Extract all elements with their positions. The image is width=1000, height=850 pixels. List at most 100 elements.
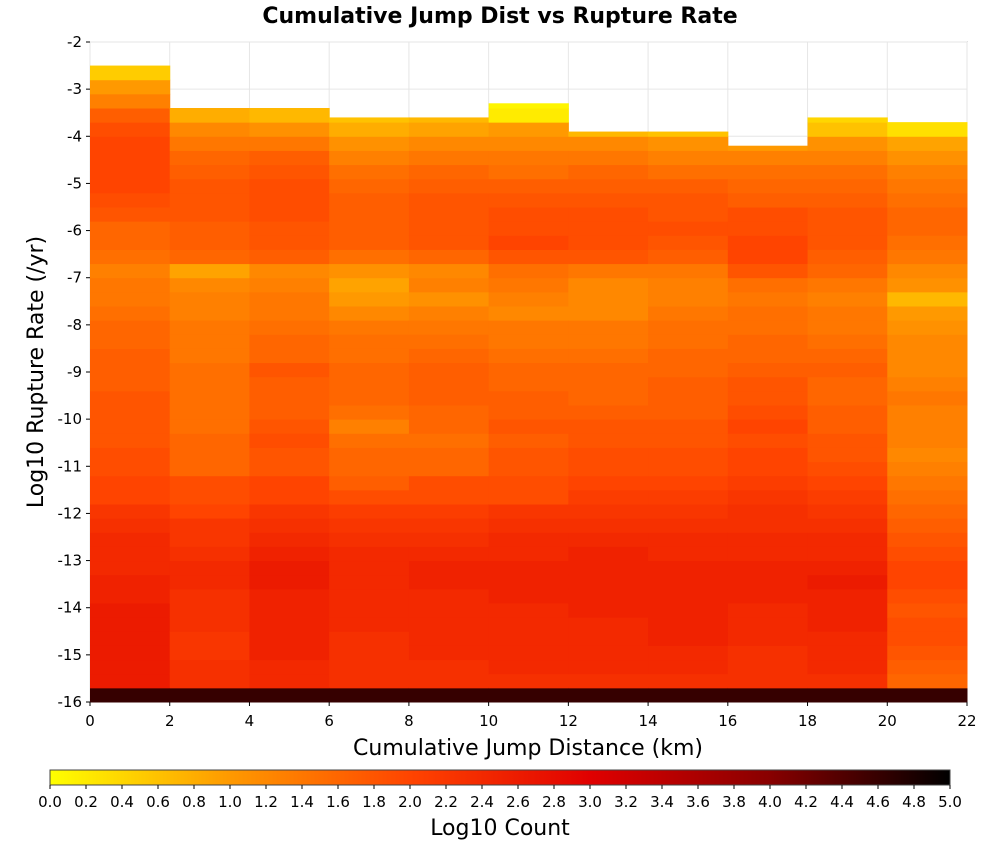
heatmap-cell <box>408 362 490 378</box>
heatmap-cell <box>807 617 888 632</box>
colorbar <box>49 769 951 786</box>
heatmap-cell <box>488 164 569 180</box>
heatmap-cell <box>249 419 330 434</box>
heatmap-cell <box>807 207 888 222</box>
heatmap-cell <box>329 320 410 335</box>
heatmap-cell <box>488 103 569 109</box>
heatmap-cell <box>887 376 968 392</box>
heatmap-cell <box>169 136 250 151</box>
colorbar-tick-label: 2.8 <box>542 793 566 811</box>
heatmap-cell <box>727 617 809 632</box>
heatmap-cell <box>807 376 888 392</box>
colorbar-tick-label: 2.4 <box>470 793 494 811</box>
heatmap-cell <box>887 178 968 194</box>
heatmap-cell <box>408 546 490 562</box>
y-axis-ticks: -2 -3 -4 -5 -6 -7 -8 -9 -10 -11 -12 -13 -14 -15 -16 <box>58 33 90 711</box>
heatmap-cell <box>249 617 330 632</box>
heatmap-cell <box>90 617 171 632</box>
heatmap-cell <box>329 504 410 519</box>
heatmap-cell <box>90 334 171 349</box>
y-tick-label: -7 <box>67 269 82 287</box>
colorbar-ticks: 0.0 0.2 0.4 0.6 0.8 1.0 1.2 1.4 1.6 1.8 2.0 2.2 2.4 2… <box>38 785 962 811</box>
heatmap-cell <box>488 631 569 646</box>
heatmap-cell <box>169 122 250 137</box>
heatmap-cell <box>488 306 569 321</box>
heatmap-cell <box>408 433 490 448</box>
heatmap-cell <box>329 603 410 618</box>
heatmap-cell <box>648 673 729 689</box>
heatmap-cell <box>648 249 729 265</box>
heatmap-cell <box>249 108 330 123</box>
heatmap-cell <box>90 447 171 463</box>
heatmap-cell <box>887 291 968 307</box>
heatmap-cell <box>887 405 968 420</box>
heatmap-cell <box>648 405 729 420</box>
heatmap-cell <box>727 574 809 590</box>
heatmap-cell <box>648 617 729 632</box>
heatmap-cell <box>887 263 968 279</box>
heatmap-cell <box>169 362 250 378</box>
heatmap-cell <box>408 673 490 689</box>
heatmap-cell <box>249 588 330 604</box>
heatmap-cell <box>90 108 171 123</box>
heatmap-cell <box>408 687 490 703</box>
heatmap-cell <box>169 249 250 265</box>
heatmap-cell <box>408 560 490 576</box>
heatmap-cell <box>329 433 410 448</box>
heatmap-cell <box>90 93 171 109</box>
heatmap-cell <box>169 617 250 632</box>
heatmap-cell <box>90 164 171 180</box>
heatmap-cell <box>329 687 410 703</box>
heatmap-cell <box>488 235 569 250</box>
chart-title: Cumulative Jump Dist vs Rupture Rate <box>262 4 737 29</box>
heatmap-cell <box>90 348 171 364</box>
heatmap-cell <box>249 207 330 222</box>
heatmap-cell <box>727 263 809 279</box>
heatmap-cell <box>90 645 171 661</box>
heatmap-cell <box>807 263 888 279</box>
x-axis-label: Cumulative Jump Distance (km) <box>353 736 703 761</box>
heatmap-cell <box>568 560 649 576</box>
heatmap-cell <box>887 645 968 661</box>
heatmap-cell <box>169 405 250 420</box>
heatmap-cell <box>568 348 649 364</box>
heatmap-cell <box>568 489 649 505</box>
heatmap-cell <box>408 221 490 236</box>
heatmap-cell <box>329 405 410 420</box>
heatmap-cell <box>807 532 888 547</box>
heatmap-cell <box>648 518 729 533</box>
heatmap-cell <box>887 518 968 533</box>
heatmap-cell <box>727 306 809 321</box>
heatmap-cell <box>648 362 729 378</box>
heatmap-cell <box>488 362 569 378</box>
colorbar-tick-label: 1.2 <box>254 793 278 811</box>
y-tick-label: -8 <box>67 316 82 334</box>
heatmap-cell <box>329 574 410 590</box>
colorbar-tick-label: 3.8 <box>722 793 746 811</box>
heatmap-cell <box>887 659 968 675</box>
heatmap-cell <box>329 631 410 646</box>
heatmap-cell <box>488 504 569 519</box>
heatmap-cell <box>90 362 171 378</box>
heatmap-cell <box>648 687 729 703</box>
heatmap-cell <box>249 560 330 576</box>
heatmap-cell <box>169 178 250 194</box>
heatmap-cell <box>408 631 490 646</box>
heatmap-cell <box>727 376 809 392</box>
heatmap-cell <box>648 131 729 137</box>
heatmap-cell <box>807 461 888 477</box>
heatmap-cell <box>807 433 888 448</box>
heatmap-cell <box>169 560 250 576</box>
heatmap-cell <box>648 164 729 180</box>
colorbar-tick-label: 1.8 <box>362 793 386 811</box>
heatmap-cell <box>408 532 490 547</box>
heatmap-cell <box>329 645 410 661</box>
x-tick-label: 20 <box>878 712 897 730</box>
heatmap-cell <box>648 461 729 477</box>
heatmap-cell <box>568 362 649 378</box>
heatmap-cell <box>488 687 569 703</box>
heatmap-cell <box>727 334 809 349</box>
colorbar-tick-label: 4.4 <box>830 793 854 811</box>
heatmap-cell <box>329 150 410 166</box>
heatmap-cell <box>727 419 809 434</box>
